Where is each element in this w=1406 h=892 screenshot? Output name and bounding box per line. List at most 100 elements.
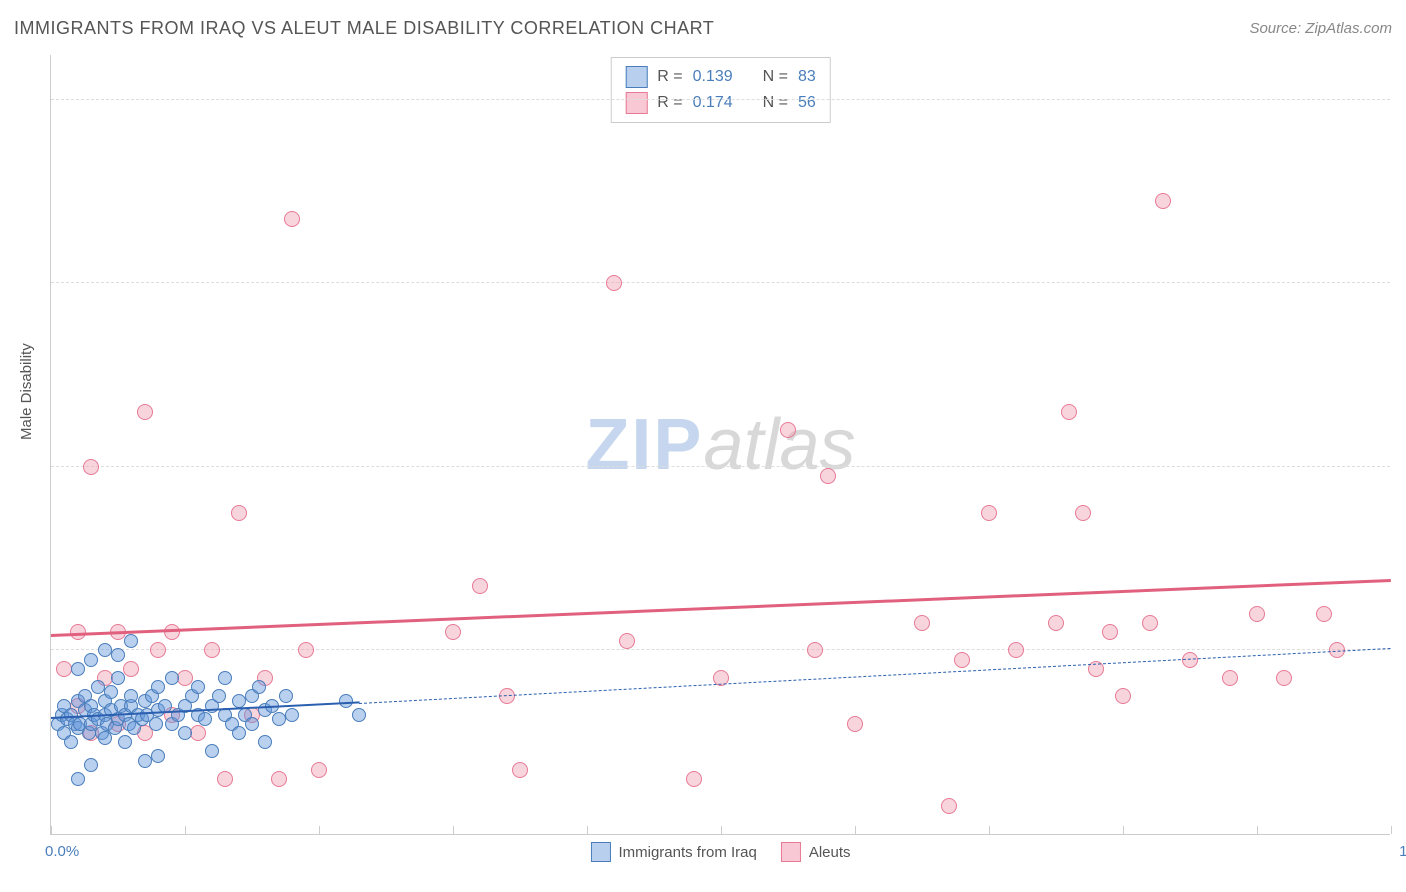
aleut-point xyxy=(1222,670,1238,686)
aleut-point xyxy=(1276,670,1292,686)
x-tick-label: 0.0% xyxy=(45,843,79,860)
x-tick-mark xyxy=(989,826,990,834)
x-tick-mark xyxy=(721,826,722,834)
source-label: Source: ZipAtlas.com xyxy=(1249,20,1392,37)
aleut-point xyxy=(807,642,823,658)
aleut-point xyxy=(83,459,99,475)
x-tick-label: 100.0% xyxy=(1399,843,1406,860)
iraq-point xyxy=(118,735,132,749)
iraq-point xyxy=(111,648,125,662)
x-tick-mark xyxy=(453,826,454,834)
aleut-point xyxy=(298,642,314,658)
iraq-point xyxy=(178,726,192,740)
aleut-point xyxy=(1155,193,1171,209)
gridline xyxy=(51,99,1390,100)
aleut-point xyxy=(847,716,863,732)
legend-item: Aleuts xyxy=(781,842,851,862)
iraq-point xyxy=(352,708,366,722)
gridline xyxy=(51,282,1390,283)
trend-line xyxy=(51,579,1391,637)
iraq-point xyxy=(84,653,98,667)
aleut-point xyxy=(1061,404,1077,420)
watermark: ZIPatlas xyxy=(585,404,855,486)
x-tick-mark xyxy=(855,826,856,834)
x-tick-mark xyxy=(51,826,52,834)
aleut-point xyxy=(1102,624,1118,640)
aleut-point xyxy=(954,652,970,668)
aleut-point xyxy=(231,505,247,521)
legend-swatch xyxy=(625,92,647,114)
iraq-point xyxy=(71,772,85,786)
iraq-point xyxy=(232,726,246,740)
correlation-legend: R =0.139N =83R =0.174N =56 xyxy=(610,57,831,123)
iraq-point xyxy=(104,685,118,699)
iraq-point xyxy=(218,671,232,685)
x-tick-mark xyxy=(1257,826,1258,834)
legend-item: Immigrants from Iraq xyxy=(590,842,756,862)
iraq-point xyxy=(191,680,205,694)
iraq-point xyxy=(149,717,163,731)
aleut-point xyxy=(217,771,233,787)
iraq-point xyxy=(64,735,78,749)
x-tick-mark xyxy=(587,826,588,834)
aleut-point xyxy=(123,661,139,677)
aleut-point xyxy=(686,771,702,787)
aleut-point xyxy=(204,642,220,658)
iraq-point xyxy=(98,643,112,657)
aleut-point xyxy=(1249,606,1265,622)
aleut-point xyxy=(1115,688,1131,704)
iraq-point xyxy=(272,712,286,726)
aleut-point xyxy=(311,762,327,778)
aleut-point xyxy=(445,624,461,640)
aleut-point xyxy=(271,771,287,787)
iraq-point xyxy=(198,712,212,726)
aleut-point xyxy=(820,468,836,484)
gridline xyxy=(51,466,1390,467)
iraq-point xyxy=(212,689,226,703)
iraq-point xyxy=(71,662,85,676)
aleut-point xyxy=(1142,615,1158,631)
legend-swatch xyxy=(625,66,647,88)
aleut-point xyxy=(177,670,193,686)
aleut-point xyxy=(1316,606,1332,622)
iraq-point xyxy=(151,749,165,763)
legend-row: R =0.139N =83 xyxy=(625,64,816,90)
iraq-point xyxy=(124,634,138,648)
aleut-point xyxy=(284,211,300,227)
iraq-point xyxy=(279,689,293,703)
aleut-point xyxy=(1008,642,1024,658)
aleut-point xyxy=(1048,615,1064,631)
aleut-point xyxy=(941,798,957,814)
iraq-point xyxy=(138,754,152,768)
aleut-point xyxy=(137,404,153,420)
aleut-point xyxy=(981,505,997,521)
aleut-point xyxy=(150,642,166,658)
aleut-point xyxy=(780,422,796,438)
legend-row: R =0.174N =56 xyxy=(625,90,816,116)
iraq-point xyxy=(258,735,272,749)
iraq-point xyxy=(84,758,98,772)
chart-title: IMMIGRANTS FROM IRAQ VS ALEUT MALE DISAB… xyxy=(14,18,714,39)
aleut-point xyxy=(190,725,206,741)
iraq-point xyxy=(111,671,125,685)
gridline xyxy=(51,649,1390,650)
aleut-point xyxy=(1075,505,1091,521)
legend-swatch xyxy=(590,842,610,862)
x-tick-mark xyxy=(1391,826,1392,834)
series-legend: Immigrants from Iraq Aleuts xyxy=(590,842,850,862)
aleut-point xyxy=(606,275,622,291)
x-tick-mark xyxy=(1123,826,1124,834)
aleut-point xyxy=(914,615,930,631)
iraq-point xyxy=(245,717,259,731)
iraq-point xyxy=(165,671,179,685)
iraq-point xyxy=(285,708,299,722)
x-tick-mark xyxy=(319,826,320,834)
iraq-point xyxy=(252,680,266,694)
iraq-point xyxy=(91,680,105,694)
iraq-point xyxy=(205,744,219,758)
aleut-point xyxy=(619,633,635,649)
iraq-point xyxy=(151,680,165,694)
y-axis-label: Male Disability xyxy=(18,343,35,440)
iraq-point xyxy=(124,689,138,703)
legend-swatch xyxy=(781,842,801,862)
